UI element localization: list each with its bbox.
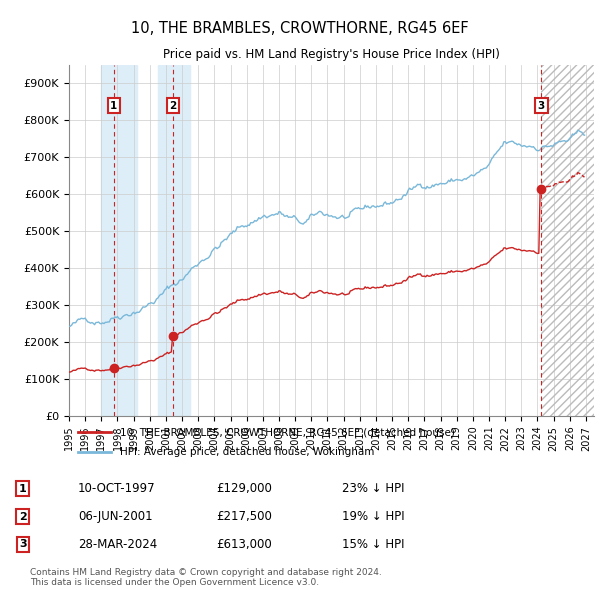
Text: 15% ↓ HPI: 15% ↓ HPI [342, 537, 404, 551]
Text: £217,500: £217,500 [216, 510, 272, 523]
Text: 28-MAR-2024: 28-MAR-2024 [78, 537, 157, 551]
Bar [158, 65, 190, 416]
Text: 06-JUN-2001: 06-JUN-2001 [78, 510, 152, 523]
Text: 10-OCT-1997: 10-OCT-1997 [78, 482, 155, 496]
Text: 3: 3 [19, 539, 26, 549]
Title: Price paid vs. HM Land Registry's House Price Index (HPI): Price paid vs. HM Land Registry's House … [163, 48, 500, 61]
Bar [101, 65, 137, 416]
Text: 3: 3 [538, 100, 545, 110]
Text: £613,000: £613,000 [216, 537, 272, 551]
Text: Contains HM Land Registry data © Crown copyright and database right 2024.
This d: Contains HM Land Registry data © Crown c… [30, 568, 382, 587]
Text: 1: 1 [19, 484, 26, 494]
Text: 2: 2 [169, 100, 176, 110]
Bar [541, 65, 594, 416]
Text: 2: 2 [19, 512, 26, 522]
Text: HPI: Average price, detached house, Wokingham: HPI: Average price, detached house, Woki… [121, 447, 375, 457]
Text: 10, THE BRAMBLES, CROWTHORNE, RG45 6EF: 10, THE BRAMBLES, CROWTHORNE, RG45 6EF [131, 21, 469, 35]
Text: 10, THE BRAMBLES, CROWTHORNE, RG45 6EF (detached house): 10, THE BRAMBLES, CROWTHORNE, RG45 6EF (… [121, 427, 455, 437]
Text: 1: 1 [110, 100, 118, 110]
Text: 23% ↓ HPI: 23% ↓ HPI [342, 482, 404, 496]
Bar [541, 65, 594, 416]
Text: £129,000: £129,000 [216, 482, 272, 496]
Text: 19% ↓ HPI: 19% ↓ HPI [342, 510, 404, 523]
